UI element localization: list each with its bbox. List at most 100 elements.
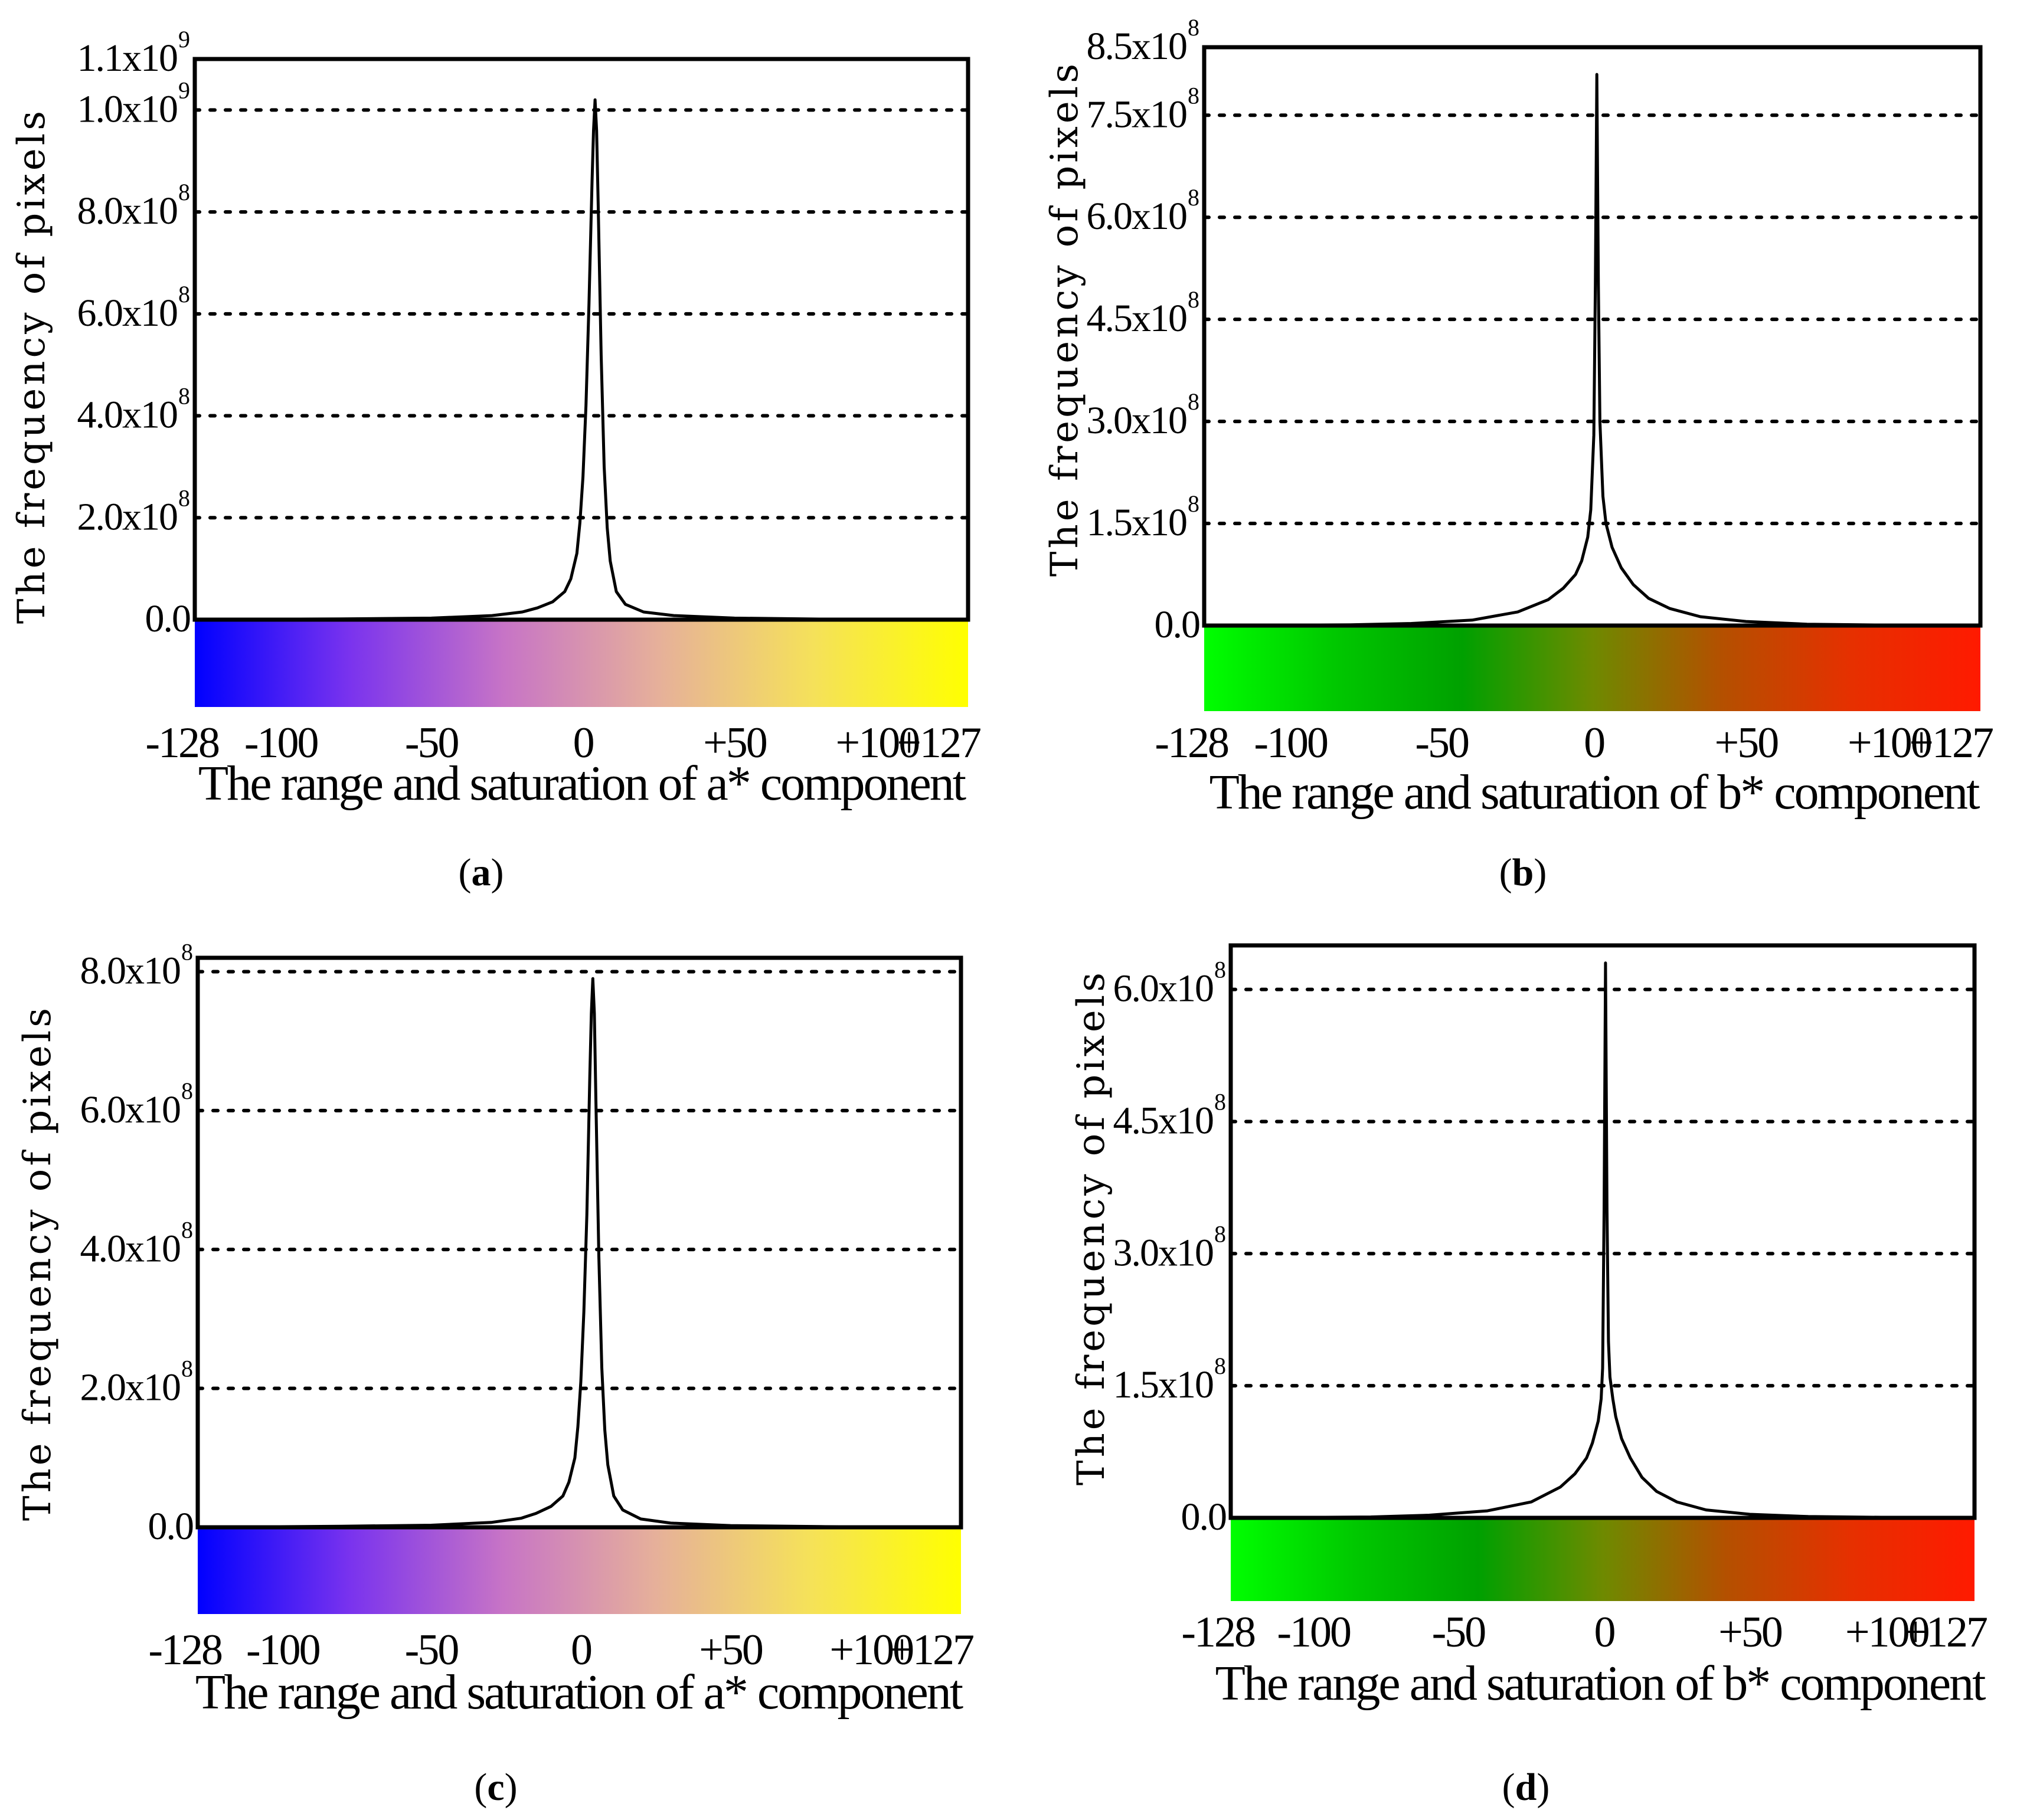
- y-tick-label-c-2: 4.0x10: [80, 1227, 181, 1270]
- y-tick-exponent-a-5: 9: [178, 77, 190, 103]
- colorbar-d: [1231, 1518, 1974, 1601]
- y-tick-exponent-c-1: 8: [181, 1356, 193, 1382]
- y-tick-label-d-1: 1.5x10: [1113, 1363, 1214, 1406]
- y-tick-label-a-2: 4.0x10: [77, 394, 178, 437]
- x-tick-label-d-2: -50: [1432, 1608, 1486, 1657]
- y-tick-exponent-d-4: 8: [1214, 957, 1226, 983]
- panel-caption-b: (b): [1499, 851, 1547, 894]
- y-tick-label-b-0: 0.0: [1155, 603, 1200, 646]
- y-tick-exponent-a-1: 8: [178, 485, 190, 511]
- panel-caption-letter-a: a: [472, 851, 491, 894]
- y-tick-label-d-4: 6.0x10: [1113, 967, 1214, 1010]
- y-tick-exponent-a-6: 9: [178, 26, 190, 53]
- x-tick-label-d-4: +50: [1718, 1608, 1782, 1657]
- y-axis-title-d: The frequency of pixels: [1070, 970, 1113, 1485]
- x-tick-label-a-6: +127: [897, 719, 980, 767]
- colorbar-c: [198, 1527, 961, 1614]
- y-tick-label-a-3: 6.0x10: [77, 292, 178, 335]
- y-tick-label-b-3: 4.5x10: [1087, 297, 1187, 340]
- x-tick-label-a-3: 0: [573, 719, 594, 767]
- y-tick-exponent-b-4: 8: [1188, 184, 1199, 211]
- y-tick-label-d-0: 0.0: [1181, 1495, 1227, 1539]
- y-tick-label-b-5: 7.5x10: [1087, 93, 1187, 136]
- y-tick-exponent-c-3: 8: [181, 1078, 193, 1104]
- x-tick-label-d-3: 0: [1594, 1608, 1614, 1657]
- y-tick-label-d-3: 4.5x10: [1113, 1099, 1214, 1142]
- plot-frame-c: [195, 955, 963, 1530]
- x-tick-label-b-1: -100: [1254, 719, 1328, 767]
- x-tick-label-c-2: -50: [405, 1626, 459, 1674]
- y-tick-label-b-4: 6.0x10: [1087, 195, 1187, 238]
- x-tick-label-b-0: -128: [1155, 719, 1228, 767]
- series-line-d: [1230, 961, 1975, 1520]
- series-line-a: [194, 98, 969, 621]
- x-tick-label-b-5: +100: [1848, 719, 1931, 767]
- x-tick-label-b-3: 0: [1584, 719, 1604, 767]
- panel-caption-letter-d: d: [1515, 1766, 1537, 1809]
- plot-frame-a: [192, 57, 970, 622]
- x-tick-label-c-1: -100: [246, 1626, 320, 1674]
- colorbar-a: [195, 620, 968, 707]
- panel-caption-d: (d): [1502, 1766, 1550, 1809]
- x-axis-title-b: The range and saturation of b* component: [1209, 765, 1980, 820]
- x-axis-title-a: The range and saturation of a* component: [198, 756, 966, 811]
- series-line-b: [1204, 73, 1981, 627]
- y-tick-label-d-2: 3.0x10: [1113, 1231, 1214, 1274]
- y-tick-label-c-4: 8.0x10: [80, 950, 181, 993]
- x-tick-label-c-5: +100: [829, 1626, 913, 1674]
- x-tick-label-c-6: +127: [890, 1626, 973, 1674]
- x-tick-label-a-0: -128: [145, 719, 219, 767]
- x-axis-title-d: The range and saturation of b* component: [1215, 1656, 1986, 1711]
- chart-panel-b: 0.01.5x10 83.0x10 84.5x10 86.0x10 87.5x10 88.…: [1043, 14, 1995, 894]
- y-tick-label-b-1: 1.5x10: [1087, 501, 1187, 544]
- y-tick-label-c-1: 2.0x10: [80, 1366, 181, 1409]
- y-tick-label-b-6: 8.5x10: [1087, 25, 1187, 68]
- x-tick-label-c-4: +50: [699, 1626, 763, 1674]
- x-tick-label-a-2: -50: [405, 719, 459, 767]
- y-tick-exponent-d-3: 8: [1214, 1088, 1226, 1115]
- y-tick-label-c-0: 0.0: [148, 1505, 194, 1548]
- y-tick-label-a-1: 2.0x10: [77, 495, 178, 538]
- chart-panel-d: 0.01.5x10 83.0x10 84.5x10 86.0x10 8-128 -100-…: [1070, 943, 1989, 1809]
- chart-panel-c: 0.02.0x10 84.0x10 86.0x10 88.0x10 8-128 -100-…: [16, 939, 975, 1809]
- x-tick-label-b-4: +50: [1715, 719, 1779, 767]
- panel-caption-letter-b: b: [1512, 851, 1534, 894]
- x-tick-label-b-6: +127: [1909, 719, 1993, 767]
- y-tick-exponent-b-1: 8: [1188, 490, 1199, 517]
- y-tick-exponent-b-3: 8: [1188, 286, 1199, 313]
- y-tick-exponent-d-1: 8: [1214, 1353, 1226, 1379]
- y-tick-exponent-b-5: 8: [1188, 82, 1199, 109]
- y-tick-label-a-4: 8.0x10: [77, 189, 178, 233]
- x-tick-label-a-4: +50: [703, 719, 767, 767]
- x-axis-title-c: The range and saturation of a* component: [195, 1665, 963, 1720]
- y-tick-exponent-a-4: 8: [178, 179, 190, 205]
- y-tick-exponent-b-2: 8: [1188, 388, 1199, 415]
- series-line-c: [197, 977, 962, 1529]
- panel-caption-a: (a): [459, 851, 504, 894]
- y-tick-exponent-c-4: 8: [181, 939, 193, 965]
- y-axis-title-b: The frequency of pixels: [1043, 61, 1087, 577]
- panel-caption-letter-c: c: [487, 1766, 504, 1809]
- x-tick-label-d-1: -100: [1277, 1608, 1351, 1657]
- y-tick-exponent-d-2: 8: [1214, 1220, 1226, 1247]
- colorbar-b: [1204, 626, 1980, 711]
- plot-frame-d: [1228, 943, 1977, 1520]
- y-axis-title-a: The frequency of pixels: [10, 108, 54, 624]
- x-tick-label-c-0: -128: [148, 1626, 222, 1674]
- y-tick-exponent-c-2: 8: [181, 1216, 193, 1243]
- panel-caption-c: (c): [474, 1766, 517, 1809]
- y-tick-label-a-0: 0.0: [145, 597, 191, 640]
- y-tick-exponent-b-6: 8: [1188, 14, 1199, 41]
- y-tick-label-b-2: 3.0x10: [1087, 399, 1187, 442]
- x-tick-label-a-1: -100: [244, 719, 318, 767]
- y-tick-exponent-a-3: 8: [178, 281, 190, 307]
- y-tick-label-c-3: 6.0x10: [80, 1088, 181, 1131]
- x-tick-label-c-3: 0: [571, 1626, 591, 1674]
- x-tick-label-a-5: +100: [836, 719, 920, 767]
- y-tick-label-a-5: 1.0x10: [77, 87, 178, 130]
- y-tick-label-a-6: 1.1x10: [77, 37, 178, 80]
- x-tick-label-d-0: -128: [1181, 1608, 1255, 1657]
- x-tick-label-d-6: +127: [1903, 1608, 1987, 1657]
- chart-panel-a: 0.02.0x10 84.0x10 86.0x10 88.0x10 81.0x10 91.…: [10, 26, 982, 894]
